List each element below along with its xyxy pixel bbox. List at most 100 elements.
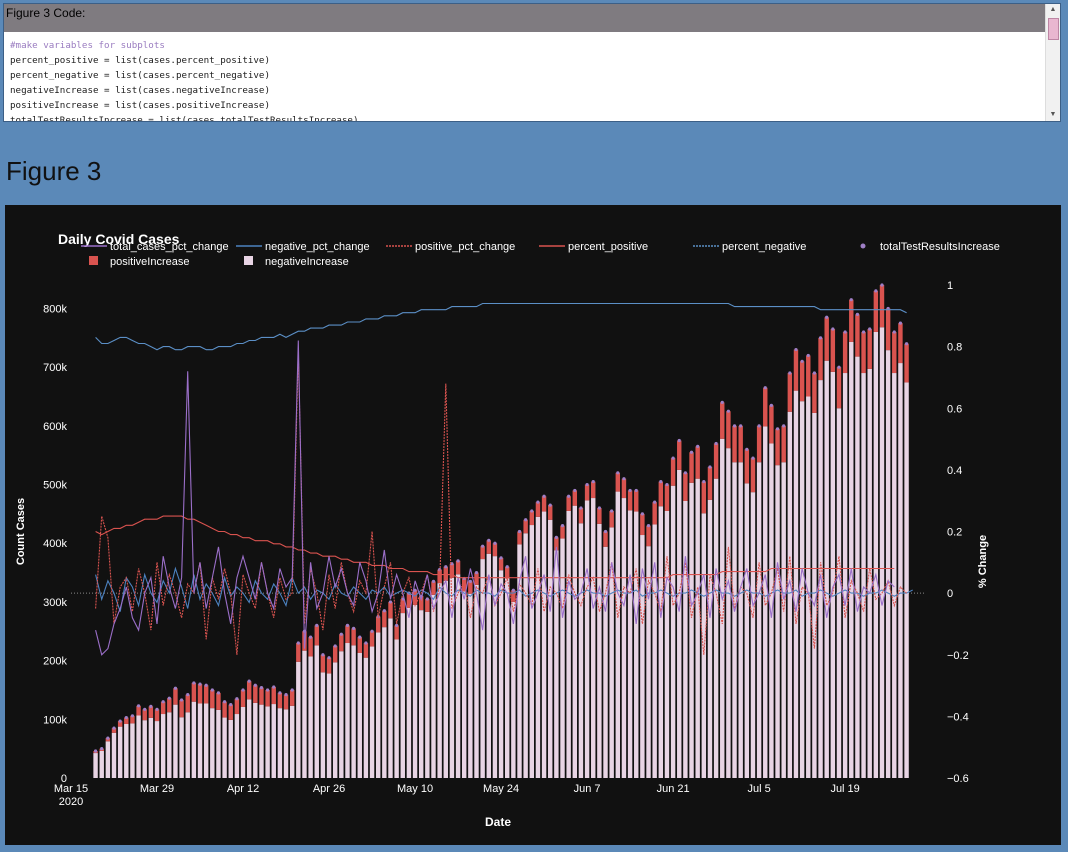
positive-increase-bar	[363, 643, 369, 658]
total-tests-marker	[782, 424, 786, 428]
total-tests-marker	[554, 535, 558, 539]
x-tick-label: Jul 19	[830, 783, 859, 795]
positive-increase-bar	[836, 367, 842, 409]
negative-increase-bar	[812, 412, 817, 778]
positive-increase-bar	[160, 701, 166, 715]
positive-increase-bar	[449, 563, 455, 578]
negative-increase-bar	[548, 519, 553, 778]
positive-increase-bar	[111, 728, 117, 733]
positive-increase-bar	[646, 525, 651, 547]
total-tests-marker	[339, 632, 343, 636]
code-scrollbar[interactable]: ▲ ▼	[1045, 4, 1060, 121]
total-tests-marker	[800, 359, 804, 363]
total-tests-marker	[689, 450, 694, 454]
positive-increase-bar	[861, 331, 866, 374]
total-tests-marker	[327, 656, 331, 660]
total-tests-marker	[235, 697, 239, 701]
positive-increase-bar	[885, 308, 891, 351]
x-tick-label: Mar 15	[54, 783, 88, 795]
positive-increase-bar	[713, 443, 719, 479]
positive-increase-bar	[136, 705, 141, 716]
negative-increase-bar	[898, 363, 903, 778]
negative-increase-bar	[683, 500, 688, 778]
positive-increase-bar	[855, 314, 860, 357]
negative-increase-bar	[443, 580, 448, 778]
scroll-thumb[interactable]	[1048, 18, 1059, 40]
legend-swatch	[89, 256, 98, 265]
positive-increase-bar	[799, 361, 805, 402]
negative-increase-bar	[210, 708, 215, 778]
negative-increase-bar	[732, 462, 737, 778]
total-tests-marker	[628, 488, 632, 493]
positive-increase-bar	[498, 557, 504, 571]
positive-increase-bar	[277, 692, 283, 709]
negative-increase-bar	[99, 751, 104, 778]
positive-increase-bar	[339, 634, 344, 652]
positive-increase-bar	[289, 689, 295, 706]
y2-tick-label: 1	[947, 280, 953, 292]
positive-increase-bar	[769, 405, 774, 444]
negative-increase-bar	[621, 498, 627, 778]
negative-increase-bar	[105, 741, 111, 778]
negative-increase-bar	[584, 500, 590, 778]
scroll-down-arrow-icon[interactable]: ▼	[1049, 111, 1057, 118]
figure-title: Figure 3	[6, 156, 102, 186]
positive-increase-bar	[461, 578, 467, 592]
negative-increase-bar	[892, 373, 897, 778]
code-body[interactable]: #make variables for subplots percent_posi…	[4, 32, 1060, 121]
negative-increase-bar	[259, 704, 264, 778]
negative-increase-bar	[486, 553, 491, 778]
negative-increase-bar	[455, 574, 461, 778]
positive-increase-bar	[554, 537, 559, 551]
total-tests-marker	[161, 700, 165, 704]
negative-increase-bar	[726, 448, 731, 778]
total-tests-marker	[124, 715, 128, 720]
total-tests-marker	[683, 471, 687, 475]
positive-increase-bar	[578, 508, 584, 524]
legend-label: totalTestResultsIncrease	[880, 241, 1000, 253]
total-tests-marker	[825, 315, 829, 319]
positive-increase-bar	[222, 701, 227, 718]
negative-increase-bar	[855, 356, 860, 778]
negative-increase-bar	[769, 443, 774, 778]
total-tests-marker	[892, 330, 896, 334]
negative-increase-bar	[646, 546, 651, 778]
positive-increase-bar	[375, 616, 381, 633]
total-tests-marker	[444, 565, 448, 569]
positive-increase-bar	[529, 510, 535, 526]
total-tests-marker	[345, 623, 350, 628]
positive-increase-bar	[683, 472, 688, 501]
total-tests-marker	[425, 597, 429, 601]
legend-swatch	[244, 256, 253, 265]
total-tests-marker	[548, 503, 552, 507]
total-tests-marker	[726, 409, 730, 413]
negative-increase-bar	[167, 712, 172, 778]
negative-increase-bar	[308, 656, 313, 778]
percent-negative-line	[95, 302, 907, 351]
x-tick-label: May 10	[397, 783, 433, 795]
negative-increase-bar	[449, 577, 455, 778]
negative-increase-bar	[173, 704, 178, 778]
positive-increase-bar	[167, 698, 172, 713]
negative-increase-bar	[560, 538, 565, 778]
legend-label: total_cases_pct_change	[110, 241, 229, 253]
negative-increase-bar	[412, 604, 418, 778]
negative-increase-bar	[861, 373, 866, 778]
total-tests-marker	[818, 336, 823, 340]
total-tests-marker	[622, 477, 626, 481]
positive-increase-bar	[689, 452, 694, 483]
scroll-up-arrow-icon[interactable]: ▲	[1049, 6, 1057, 13]
positive-increase-bar	[474, 572, 479, 585]
negative-increase-bar	[904, 382, 909, 778]
total-tests-marker	[143, 707, 147, 711]
total-cases-pct-change-line	[95, 340, 895, 656]
positive-increase-bar	[738, 425, 743, 463]
y2-tick-label: 0.8	[947, 342, 962, 354]
y-tick-label: 400k	[43, 538, 67, 550]
negative-increase-bar	[253, 702, 258, 778]
positive-increase-bar	[670, 458, 676, 486]
positive-increase-bar	[548, 505, 553, 520]
positive-increase-bar	[664, 484, 670, 511]
code-line: positiveIncrease = list(cases.positiveIn…	[10, 100, 270, 111]
positive-increase-bar	[892, 331, 897, 374]
